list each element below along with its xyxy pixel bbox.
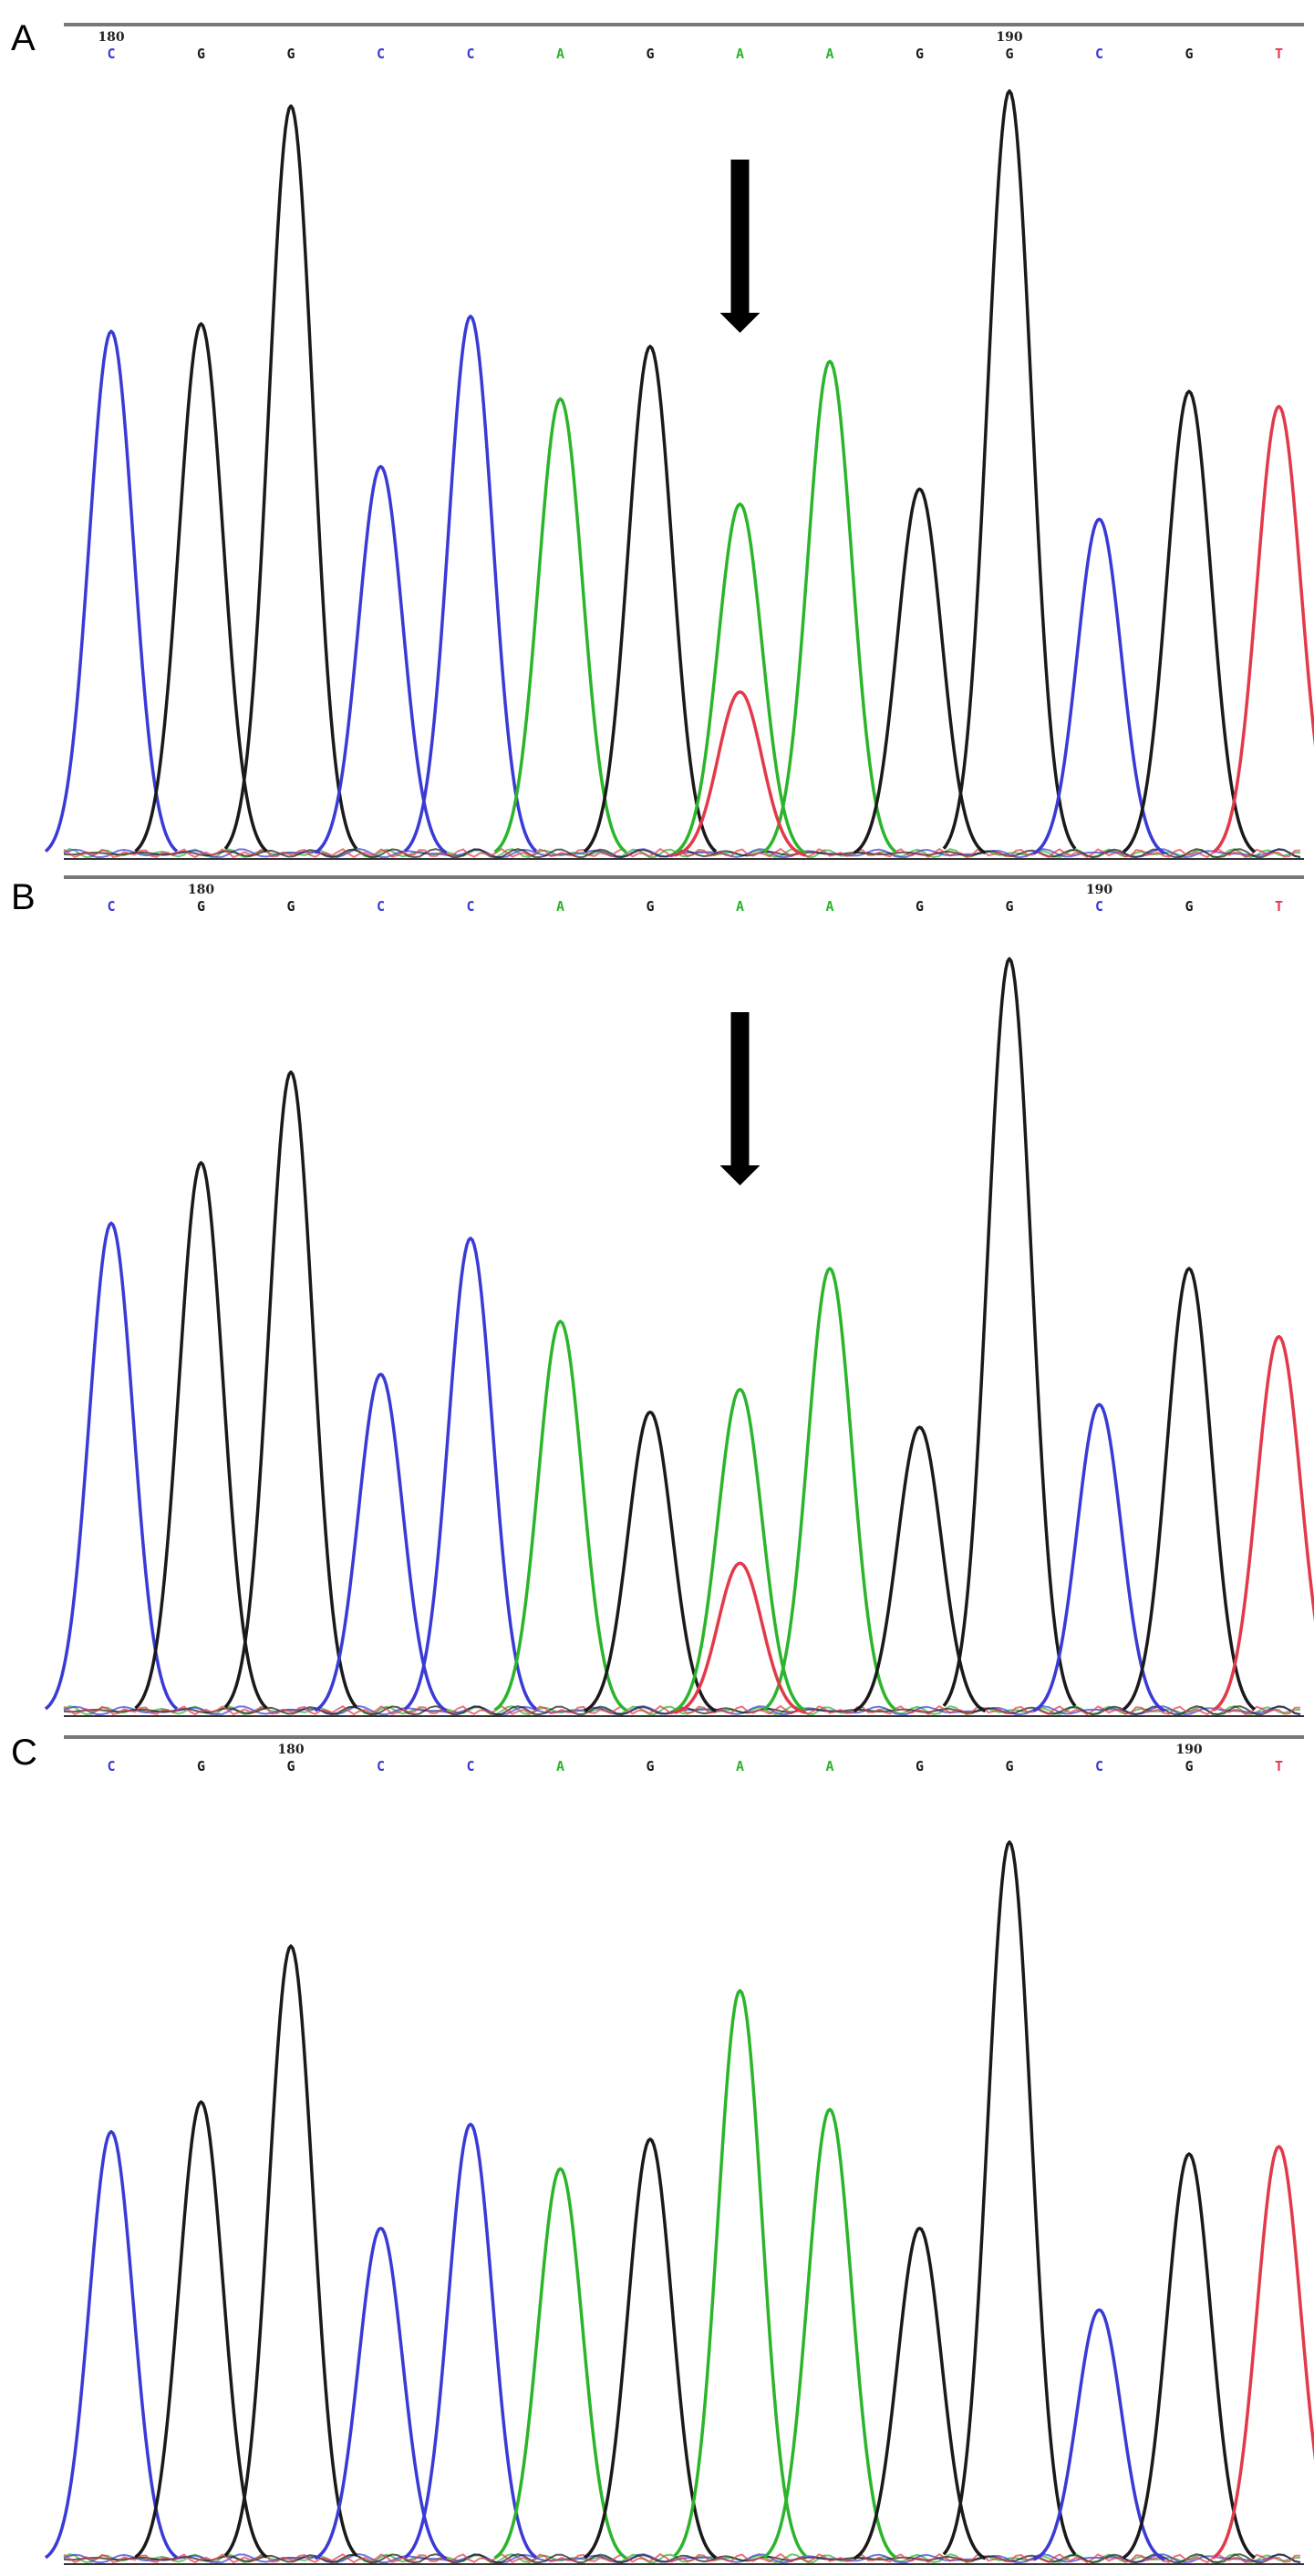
base-call-g: G [916, 898, 924, 915]
base-call-g: G [1185, 46, 1193, 62]
peak-a [762, 2107, 897, 2559]
position-label: 180 [277, 1743, 304, 1757]
peak-a [762, 359, 897, 853]
peak-g [942, 1840, 1077, 2556]
peak-g [1122, 2152, 1257, 2560]
base-call-a: A [825, 46, 833, 62]
base-call-g: G [1005, 1758, 1013, 1774]
base-call-g: G [286, 46, 295, 62]
base-call-g: G [916, 46, 924, 62]
panel-label-c: C [11, 1733, 37, 1773]
base-call-g: G [197, 1758, 205, 1774]
peak-g [853, 1425, 987, 1713]
base-call-t: T [1275, 46, 1283, 62]
panel-label-b: B [11, 877, 36, 917]
base-call-g: G [916, 1758, 924, 1774]
mutation-arrow-icon [719, 1012, 760, 1185]
base-call-g: G [1185, 1758, 1193, 1774]
peak-c [314, 1372, 448, 1712]
peak-t [1212, 1334, 1314, 1712]
peak-c [1032, 1402, 1166, 1712]
base-call-c: C [466, 1758, 474, 1774]
peak-g [853, 2226, 987, 2560]
secondary-peak-t [673, 689, 807, 857]
base-call-a: A [736, 898, 744, 915]
base-call-c: C [1095, 1758, 1103, 1774]
peak-g [1122, 1267, 1257, 1711]
position-label: 180 [188, 883, 214, 897]
position-label: 180 [98, 30, 124, 45]
base-call-c: C [377, 1758, 385, 1774]
base-call-g: G [1185, 898, 1193, 915]
base-call-c: C [107, 1758, 115, 1774]
peak-g [942, 957, 1077, 1707]
position-label: 190 [1175, 1743, 1202, 1757]
peak-g [223, 1944, 358, 2557]
base-call-a: A [556, 898, 564, 915]
noise-trace-g [63, 2553, 1301, 2564]
secondary-peak-t [673, 1561, 807, 1714]
base-call-g: G [286, 898, 295, 915]
mutation-arrow-icon [719, 160, 760, 333]
base-call-g: G [286, 1758, 295, 1774]
base-call-a: A [556, 1758, 564, 1774]
base-call-c: C [377, 46, 385, 62]
peak-g [1122, 389, 1257, 853]
base-call-a: A [825, 1758, 833, 1774]
peak-c [314, 464, 448, 854]
peak-g [853, 487, 987, 855]
base-call-g: G [646, 1758, 654, 1774]
base-call-g: G [646, 46, 654, 62]
base-call-a: A [556, 46, 564, 62]
position-label: 190 [1086, 883, 1112, 897]
peak-c [44, 329, 179, 853]
peak-t [1212, 2145, 1314, 2560]
base-call-c: C [107, 898, 115, 915]
base-call-g: G [197, 46, 205, 62]
peak-c [1032, 2308, 1166, 2561]
peak-g [942, 88, 1077, 850]
peak-a [493, 1319, 627, 1712]
base-call-g: G [1005, 46, 1013, 62]
base-call-c: C [107, 46, 115, 62]
peak-g [583, 345, 718, 853]
noise-trace-t [63, 2552, 1301, 2564]
base-call-a: A [736, 1758, 744, 1774]
base-call-c: C [466, 898, 474, 915]
noise-trace-g [63, 1705, 1301, 1716]
peak-g [134, 322, 268, 853]
peak-c [403, 1236, 538, 1711]
base-call-c: C [1095, 46, 1103, 62]
position-label: 190 [996, 30, 1022, 45]
base-call-a: A [825, 898, 833, 915]
base-call-g: G [646, 898, 654, 915]
base-call-a: A [736, 46, 744, 62]
peak-t [1212, 404, 1314, 853]
peak-a [673, 1989, 807, 2558]
panel-label-a: A [11, 18, 36, 58]
base-call-c: C [466, 46, 474, 62]
base-call-c: C [377, 898, 385, 915]
chromatogram-panel-a: A 180 190 C G G C C A G A A G G C G T [11, 18, 1314, 860]
peak-a [673, 502, 807, 855]
chromatogram-panel-c: C 180 190 C G G C C A G A A G G C G T [11, 1733, 1314, 2565]
base-call-g: G [197, 898, 205, 915]
base-call-c: C [1095, 898, 1103, 915]
base-call-t: T [1275, 1758, 1283, 1774]
peak-c [403, 315, 538, 853]
base-call-t: T [1275, 898, 1283, 915]
peak-a [762, 1267, 897, 1711]
peak-c [403, 2122, 538, 2560]
peak-g [223, 1070, 358, 1709]
base-call-g: G [1005, 898, 1013, 915]
peak-g [223, 104, 358, 850]
